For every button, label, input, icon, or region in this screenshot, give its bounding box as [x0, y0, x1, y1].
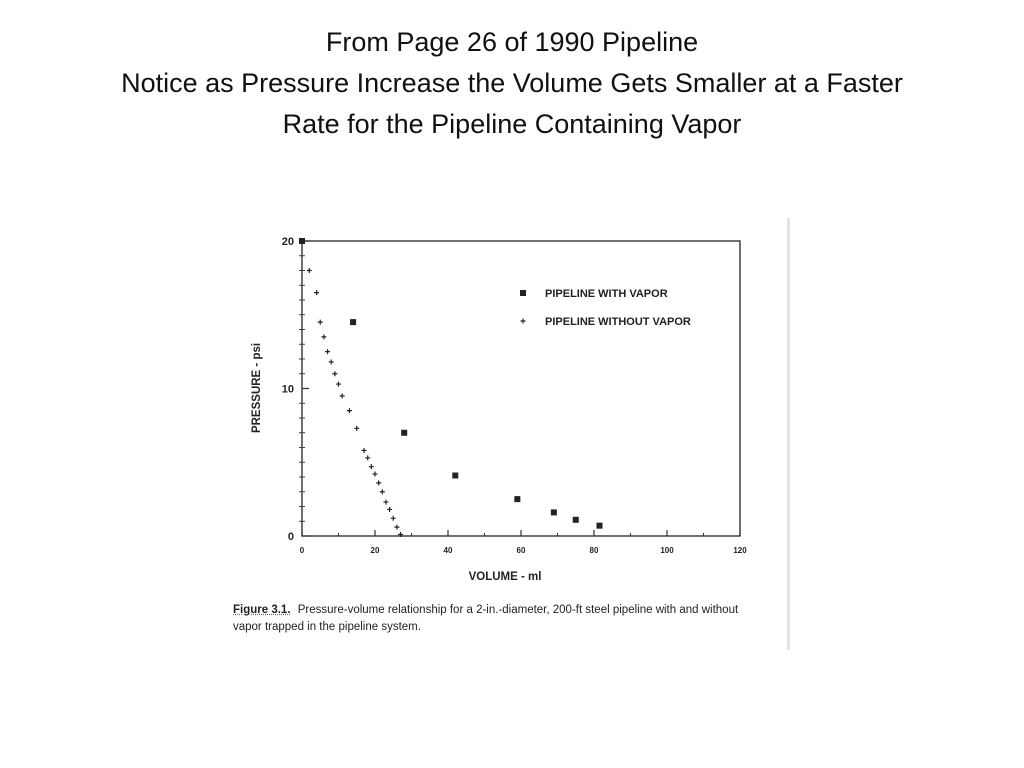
axis-ticks [299, 240, 741, 537]
data-point-plus [317, 319, 323, 325]
data-point-square [401, 429, 408, 436]
data-point-plus [325, 349, 331, 355]
data-point-square [572, 516, 579, 523]
plot-frame [301, 240, 741, 537]
data-point-plus [376, 480, 382, 486]
x-tick-label: 60 [517, 546, 526, 555]
data-point-square [550, 509, 557, 516]
data-point-plus [387, 506, 393, 512]
data-point-plus [321, 334, 327, 340]
slide-title: From Page 26 of 1990 Pipeline Notice as … [40, 22, 984, 145]
data-point-plus [354, 425, 360, 431]
data-point-plus [346, 408, 352, 414]
data-point-square [350, 319, 357, 326]
x-tick-label: 0 [300, 546, 305, 555]
data-point-plus [372, 471, 378, 477]
data-marks [299, 238, 603, 538]
data-point-plus [383, 499, 389, 505]
figure-caption: Figure 3.1. Pressure-volume relationship… [233, 602, 753, 636]
legend-marker-plus [520, 318, 526, 324]
series-with-vapor [299, 238, 603, 529]
data-point-plus [361, 447, 367, 453]
x-tick-label: 100 [660, 546, 674, 555]
data-point-plus [328, 359, 334, 365]
data-point-plus [398, 532, 404, 538]
x-axis-title: VOLUME - ml [469, 571, 542, 583]
y-tick-label: 0 [288, 531, 294, 543]
data-point-square [299, 238, 305, 244]
figure-edge [787, 218, 790, 650]
x-tick-label: 120 [733, 546, 747, 555]
y-tick-label: 10 [282, 384, 294, 396]
caption-text: Pressure-volume relationship for a 2-in.… [233, 604, 739, 633]
data-point-plus [368, 464, 374, 470]
data-point-plus [306, 268, 312, 273]
legend: PIPELINE WITH VAPOR PIPELINE WITHOUT VAPO… [520, 288, 691, 328]
legend-label: PIPELINE WITH VAPOR [545, 288, 668, 300]
legend-marker-square [520, 290, 526, 296]
pressure-volume-chart: 0 20 40 60 80 100 120 0 10 20 VOLUME - ml PRESSUR… [251, 236, 747, 583]
data-point-square [514, 496, 521, 503]
data-point-square [596, 522, 603, 529]
data-point-plus [339, 393, 345, 399]
axis-tick-labels: 0 20 40 60 80 100 120 0 10 20 [282, 236, 747, 555]
data-point-plus [332, 371, 338, 377]
data-point-plus [379, 489, 385, 495]
x-tick-label: 20 [371, 546, 380, 555]
title-line-3: Rate for the Pipeline Containing Vapor [282, 109, 742, 139]
data-point-plus [394, 524, 400, 530]
title-line-1: From Page 26 of 1990 Pipeline [325, 27, 699, 57]
x-tick-label: 80 [590, 546, 599, 555]
y-axis-title: PRESSURE - psi [251, 343, 263, 433]
y-tick-label: 20 [282, 236, 294, 248]
title-line-2: Notice as Pressure Increase the Volume G… [121, 68, 903, 98]
caption-label: Figure 3.1. [233, 604, 291, 616]
series-without-vapor [306, 268, 404, 538]
x-tick-label: 40 [444, 546, 453, 555]
data-point-plus [336, 381, 341, 387]
data-point-square [452, 472, 459, 479]
legend-label: PIPELINE WITHOUT VAPOR [545, 316, 691, 328]
data-point-plus [365, 455, 371, 461]
data-point-plus [314, 290, 320, 296]
data-point-plus [390, 515, 396, 521]
